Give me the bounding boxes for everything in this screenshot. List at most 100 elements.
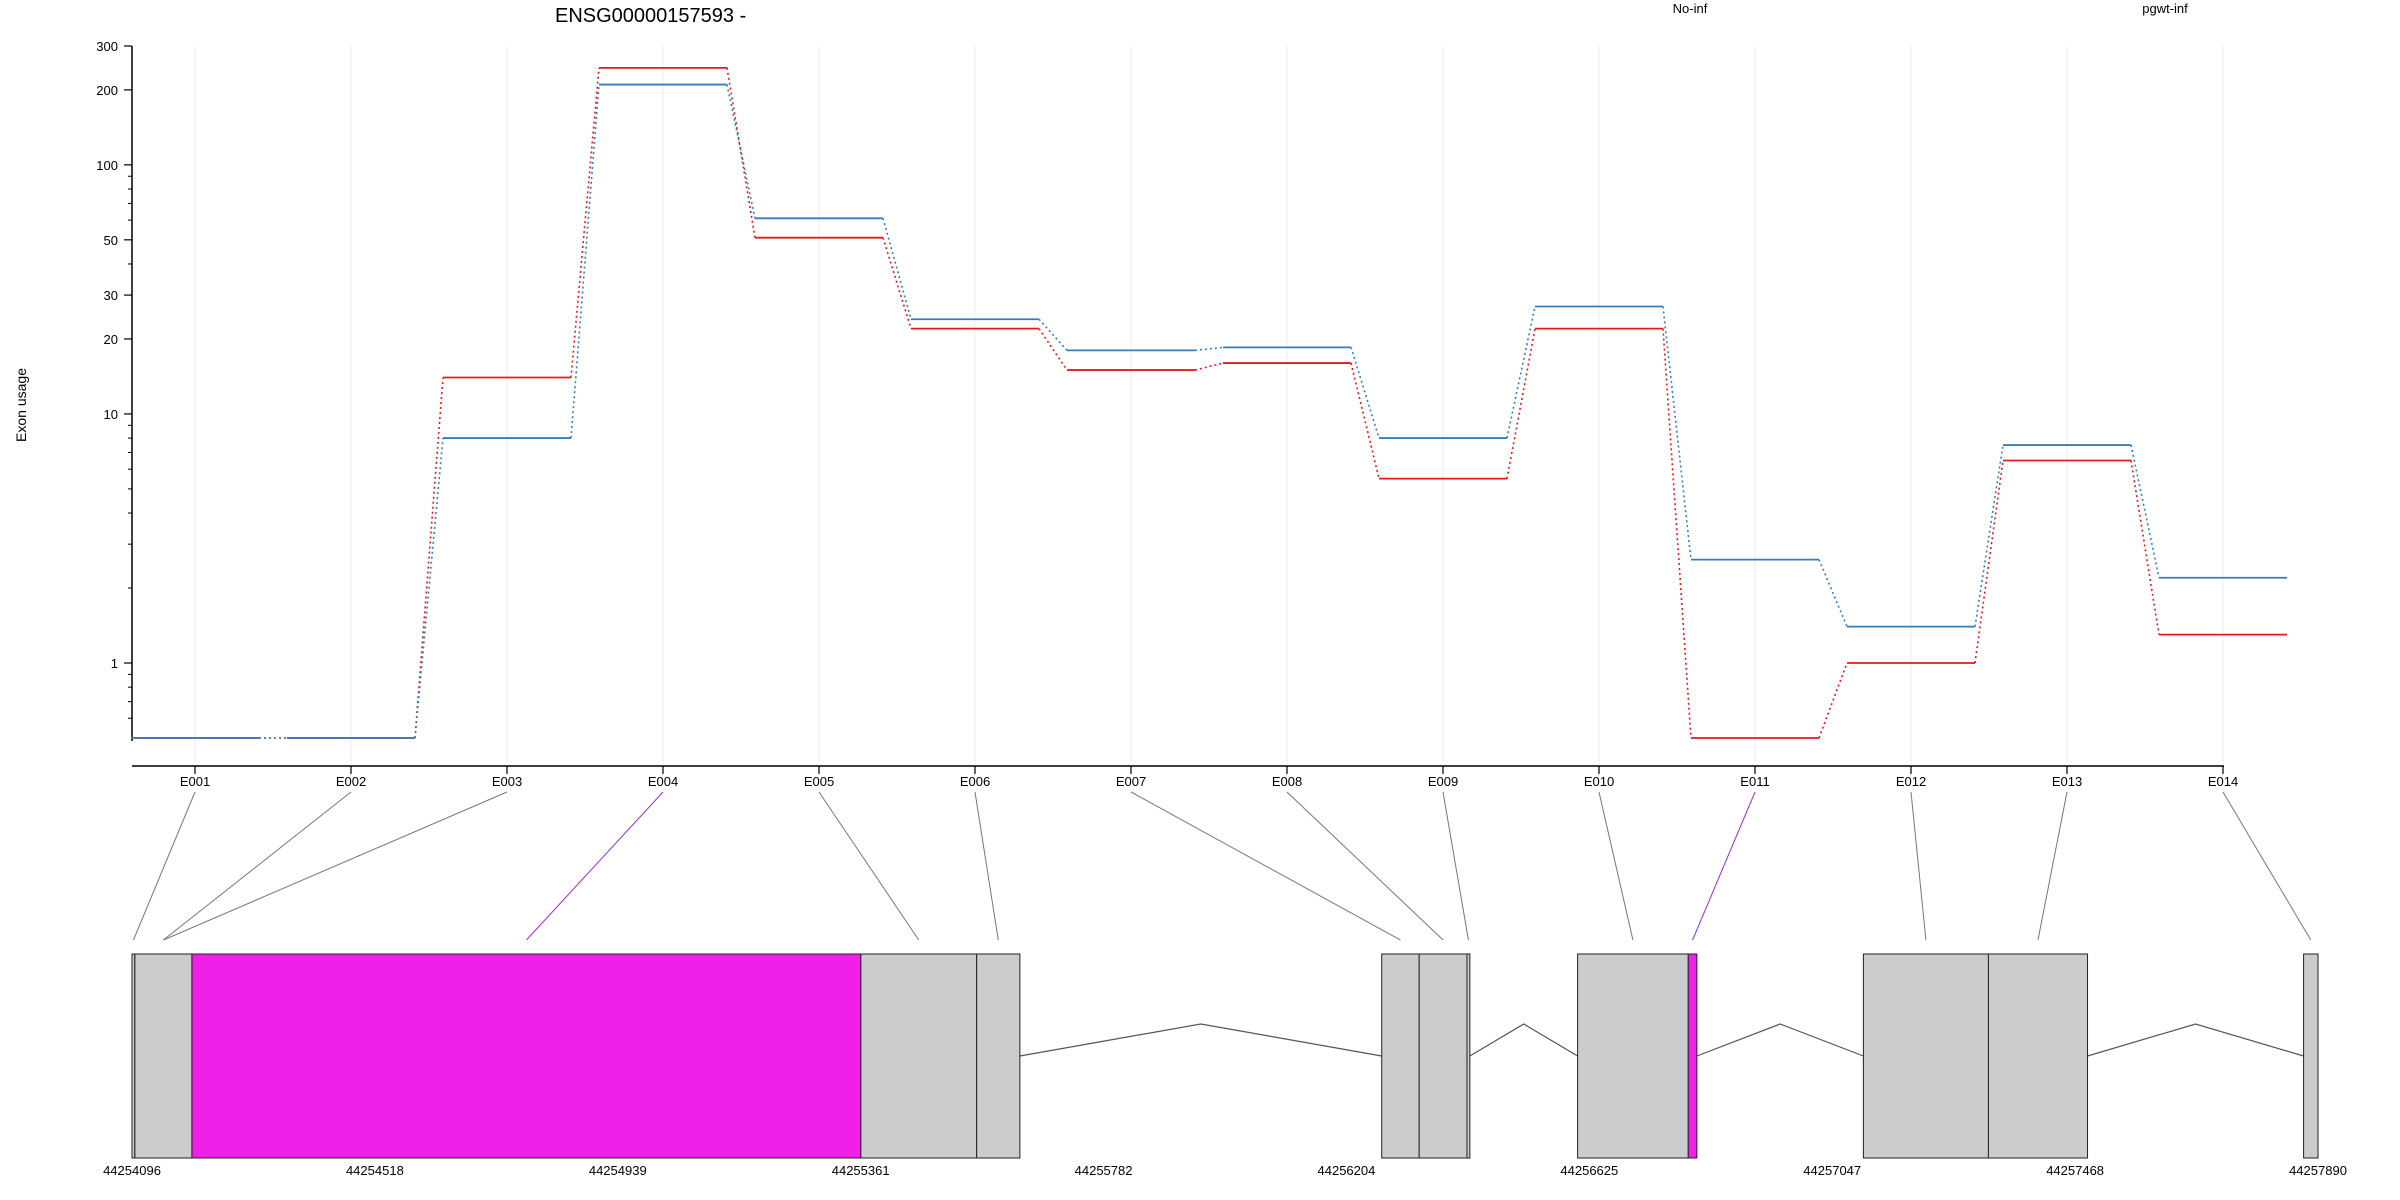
x-tick-label-e014: E014 <box>2208 774 2238 789</box>
y-tick-label-30: 30 <box>104 288 118 303</box>
series-1-connector <box>2130 444 2160 578</box>
series-no-inf <box>131 67 2287 739</box>
x-tick-label-e004: E004 <box>648 774 678 789</box>
y-axis-label: Exon usage <box>13 368 29 442</box>
intron-1 <box>1019 1023 1382 1057</box>
connector-e003 <box>163 791 508 941</box>
exon-box-e004 <box>191 953 862 1159</box>
series-0-connector <box>414 377 444 739</box>
connector-e002 <box>163 791 352 941</box>
coordinate-label: 44257890 <box>2289 1163 2347 1178</box>
x-tick-label-e001: E001 <box>180 774 210 789</box>
coordinate-label: 44256204 <box>1318 1163 1376 1178</box>
exon-box-e010 <box>1577 953 1689 1159</box>
exon-box-e006 <box>976 953 1021 1159</box>
coordinate-label: 44254096 <box>103 1163 161 1178</box>
series-0-connector <box>570 67 600 378</box>
series-1-connector <box>1818 559 1848 627</box>
x-tick-label-e009: E009 <box>1428 774 1458 789</box>
exon-box-e014 <box>2303 953 2319 1159</box>
exon-box-e005 <box>860 953 978 1159</box>
coordinate-label: 44257047 <box>1803 1163 1861 1178</box>
series-1-connector <box>414 437 444 739</box>
coordinate-label: 44254518 <box>346 1163 404 1178</box>
coordinate-label: 44255782 <box>1075 1163 1133 1178</box>
x-tick-label-e013: E013 <box>2052 774 2082 789</box>
series-0-connector <box>726 67 756 238</box>
series-0-connector <box>882 237 912 329</box>
connector-e011 <box>1692 791 1756 941</box>
series-0-connector <box>1662 328 1692 739</box>
connector-e005 <box>818 791 920 941</box>
exon-box-e008 <box>1418 953 1468 1159</box>
x-tick-label-e006: E006 <box>960 774 990 789</box>
series-1-connector <box>1350 347 1380 439</box>
y-tick-label-20: 20 <box>104 332 118 347</box>
series-pgwt-inf <box>131 83 2287 739</box>
series-0-connector <box>2130 460 2160 635</box>
intron-3 <box>1696 1023 1864 1057</box>
series-0-connector <box>1194 362 1224 371</box>
connector-e009 <box>1442 791 1469 941</box>
y-axis-ticks: 300 200 100 50 30 20 10 1 <box>96 39 132 719</box>
y-tick-label-10: 10 <box>104 407 118 422</box>
connector-e004 <box>526 791 664 941</box>
legend-pgwt-inf: pgwt-inf <box>2142 1 2188 16</box>
series-0-connector <box>1038 328 1068 371</box>
series-1-connector <box>882 218 912 320</box>
exon-box-e007 <box>1381 953 1420 1159</box>
connector-e012 <box>1910 791 1927 941</box>
series-0-connector <box>1350 362 1380 479</box>
gene-model <box>131 953 2319 1159</box>
connector-e014 <box>2222 791 2312 941</box>
x-tick-label-e012: E012 <box>1896 774 1926 789</box>
genomic-coordinate-labels: 44254096 44254518 44254939 44255361 44255782… <box>103 1163 2347 1178</box>
connector-e008 <box>1286 791 1444 941</box>
x-tick-label-e011: E011 <box>1740 774 1769 789</box>
exon-box-e013 <box>1987 953 2089 1159</box>
x-tick-label-e008: E008 <box>1272 774 1302 789</box>
series-1-connector <box>1974 444 2004 627</box>
exon-box-e011 <box>1687 953 1698 1159</box>
series-1-connector <box>726 84 756 219</box>
exon-box-e003 <box>134 953 193 1159</box>
connector-e007 <box>1130 791 1401 941</box>
series-0-connector <box>1818 662 1848 739</box>
series-0-connector <box>1506 328 1536 479</box>
series-0-connector <box>1974 460 2004 664</box>
legend-no-inf: No-inf <box>1673 1 1708 16</box>
coordinate-label: 44257468 <box>2046 1163 2104 1178</box>
x-tick-label-e002: E002 <box>336 774 366 789</box>
intron-4 <box>2087 1023 2304 1057</box>
connector-e013 <box>2037 791 2068 941</box>
x-tick-label-e010: E010 <box>1584 774 1614 789</box>
x-tick-label-e003: E003 <box>492 774 522 789</box>
exon-connector-lines <box>132 791 2312 941</box>
series-1-connector <box>570 84 600 439</box>
connector-e001 <box>132 791 196 941</box>
series-1-connector <box>1506 306 1536 439</box>
series-1-connector <box>1194 346 1224 352</box>
series-lines <box>131 67 2287 739</box>
y-tick-label-300: 300 <box>96 39 118 54</box>
x-tick-label-e005: E005 <box>804 774 834 789</box>
chart-title: ENSG00000157593 - <box>555 5 746 27</box>
series-1-connector <box>1038 318 1068 351</box>
series-1-connector <box>1662 306 1692 560</box>
intron-2 <box>1469 1023 1578 1057</box>
y-tick-label-200: 200 <box>96 83 118 98</box>
y-tick-label-50: 50 <box>104 233 118 248</box>
exon-box-e009 <box>1466 953 1471 1159</box>
x-axis-ticks: E001 E002 E003 E004 E005 E006 E007 E008 E009 E010… <box>180 766 2238 789</box>
connector-e006 <box>974 791 999 941</box>
coordinate-label: 44255361 <box>832 1163 890 1178</box>
y-tick-label-1: 1 <box>111 656 118 671</box>
exon-box-e012 <box>1862 953 1989 1159</box>
connector-e010 <box>1598 791 1634 941</box>
y-tick-label-100: 100 <box>96 158 118 173</box>
coordinate-label: 44254939 <box>589 1163 647 1178</box>
coordinate-label: 44256625 <box>1560 1163 1618 1178</box>
x-tick-label-e007: E007 <box>1116 774 1146 789</box>
vertical-gridlines <box>194 46 2224 762</box>
